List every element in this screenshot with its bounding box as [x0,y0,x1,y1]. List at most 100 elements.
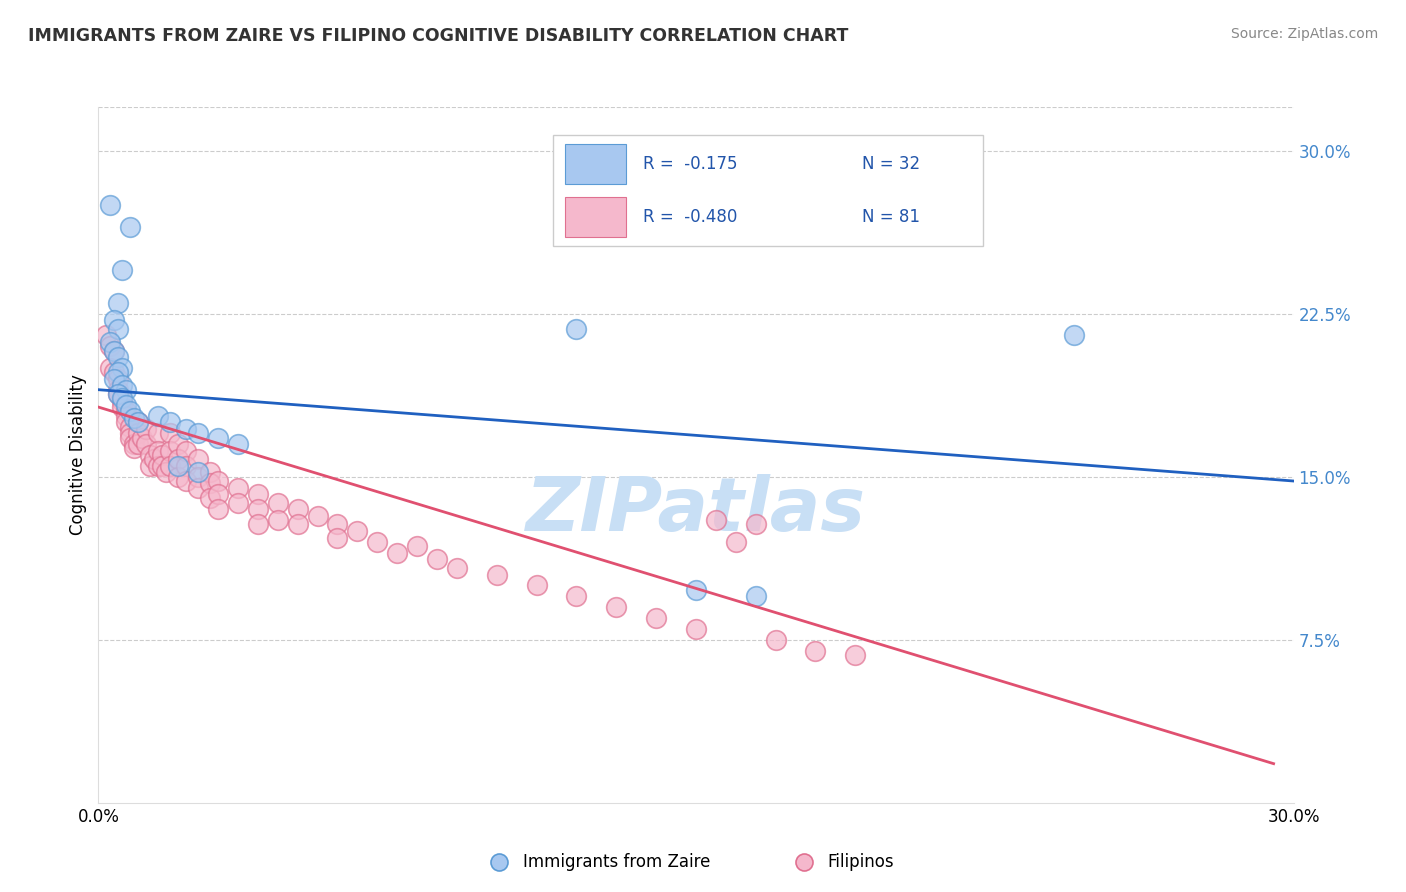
Point [115,398,138,412]
Point [107,372,129,386]
Point [366,535,388,549]
Point [107,322,129,336]
Point [103,313,125,327]
Point [174,443,197,458]
Point [148,426,170,441]
Point [115,409,138,423]
Point [103,365,125,379]
Point [346,524,368,538]
Point [100,334,122,349]
Point [103,343,125,358]
Point [326,531,349,545]
Point [107,387,129,401]
Point [246,517,269,532]
Point [127,437,149,451]
Point [148,443,170,458]
Point [745,589,768,603]
Point [107,383,129,397]
Text: Immigrants from Zaire: Immigrants from Zaire [523,853,710,871]
Point [100,198,122,212]
Point [131,431,153,445]
Point [198,476,221,491]
Point [115,383,138,397]
Point [198,466,221,480]
Point [645,611,668,625]
Point [159,443,181,458]
Point [135,422,157,436]
Point [605,600,627,615]
Point [167,469,190,483]
Point [127,426,149,441]
Point [426,552,449,566]
Point [159,426,181,441]
Point [127,415,149,429]
Text: Source: ZipAtlas.com: Source: ZipAtlas.com [1230,27,1378,41]
Point [226,437,249,451]
Point [167,458,190,473]
Point [100,360,122,375]
Point [107,365,129,379]
Point [120,419,142,434]
Point [198,491,221,506]
Point [187,466,209,480]
Point [187,469,209,483]
Point [103,372,125,386]
Text: Filipinos: Filipinos [827,853,894,871]
Point [804,643,827,657]
Point [155,466,177,480]
Point [287,502,309,516]
Point [124,442,146,456]
Point [120,404,142,418]
Point [187,452,209,467]
Point [207,431,229,445]
Point [167,437,190,451]
Point [385,546,409,560]
Point [765,632,787,647]
Point [127,415,149,429]
Point [844,648,866,662]
Point [406,539,429,553]
Y-axis label: Cognitive Disability: Cognitive Disability [69,375,87,535]
Point [485,567,508,582]
Point [724,535,747,549]
Point [226,481,249,495]
Point [148,458,170,473]
Point [143,452,166,467]
Point [111,360,134,375]
Point [226,496,249,510]
Point [745,517,768,532]
Point [307,508,329,523]
Point [267,513,290,527]
Point [159,458,181,473]
Text: ZIPatlas: ZIPatlas [526,474,866,547]
Point [120,431,142,445]
Point [107,350,129,364]
Point [111,400,134,414]
Point [704,513,727,527]
Point [124,437,146,451]
Point [187,426,209,441]
Point [111,392,134,406]
Point [174,474,197,488]
Point [207,474,229,488]
Point [139,448,162,462]
Point [565,322,588,336]
Point [111,393,134,408]
Point [115,415,138,429]
Point [96,328,118,343]
Point [120,219,142,234]
Point [246,502,269,516]
Point [107,387,129,401]
Point [124,411,146,425]
Point [446,561,468,575]
Point [287,517,309,532]
Point [685,622,707,636]
Point [148,409,170,423]
Point [174,458,197,473]
Point [103,343,125,358]
Point [167,452,190,467]
Point [267,496,290,510]
Point [326,517,349,532]
Point [100,339,122,353]
Text: IMMIGRANTS FROM ZAIRE VS FILIPINO COGNITIVE DISABILITY CORRELATION CHART: IMMIGRANTS FROM ZAIRE VS FILIPINO COGNIT… [28,27,848,45]
